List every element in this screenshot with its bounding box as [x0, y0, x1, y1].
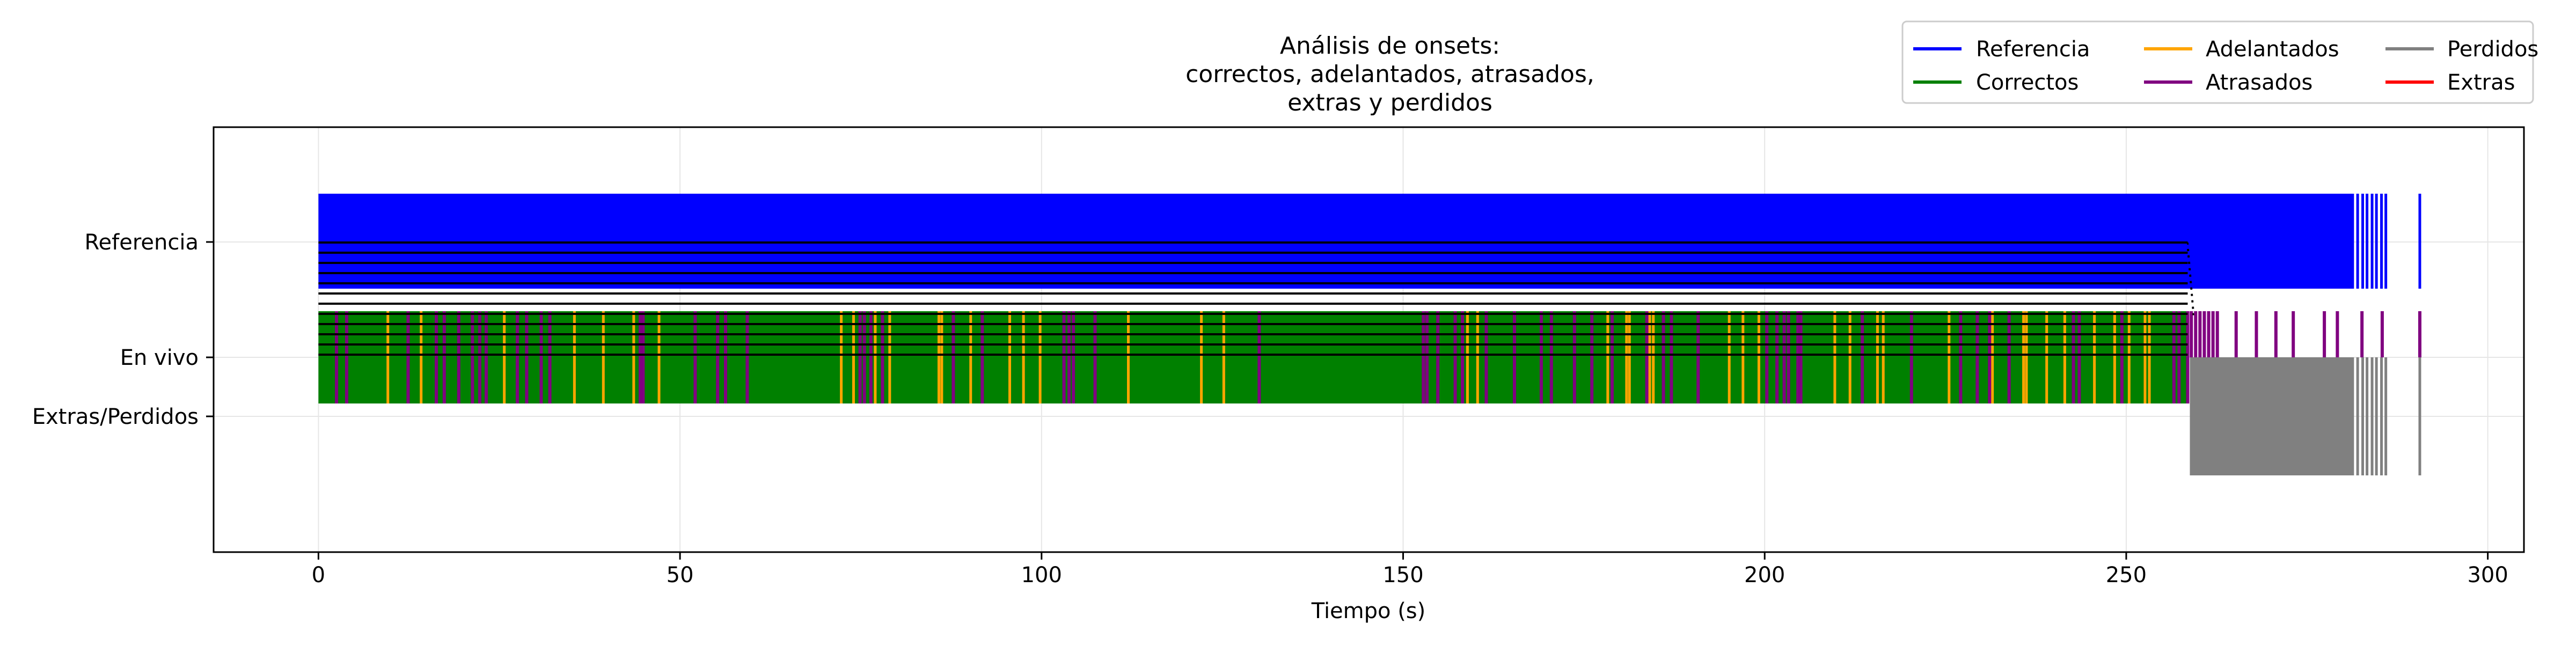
legend-label-adelantados: Adelantados: [2206, 37, 2339, 62]
legend: Referencia Correctos Adelantados Atrasad…: [1901, 20, 2538, 104]
x-tick-label: 50: [667, 563, 694, 588]
referencia-onset-band: [318, 194, 2354, 289]
legend-item-atrasados: Atrasados: [2144, 70, 2312, 95]
legend-label-atrasados: Atrasados: [2206, 70, 2312, 95]
x-tick-label: 0: [312, 563, 325, 588]
chart-title-line-1: Análisis de onsets:: [1280, 32, 1500, 60]
connector-line-dotted: [2186, 248, 2194, 317]
legend-item-correctos: Correctos: [1913, 70, 2079, 95]
x-tick-label: 100: [1021, 563, 1062, 588]
axes-layer: 0 50 100 150 200 250 300 Referencia En vivo Extra…: [32, 230, 2508, 588]
x-tick-label: 150: [1382, 563, 1423, 588]
legend-item-adelantados: Adelantados: [2144, 37, 2339, 62]
y-tick-label: Extras/Perdidos: [32, 405, 199, 429]
legend-label-perdidos: Perdidos: [2447, 37, 2538, 62]
legend-label-correctos: Correctos: [1976, 70, 2079, 95]
legend-item-perdidos: Perdidos: [2385, 37, 2538, 62]
y-tick-label: Referencia: [85, 230, 199, 255]
legend-label-extras: Extras: [2447, 70, 2515, 95]
legend-label-referencia: Referencia: [1976, 37, 2090, 62]
y-tick-label: En vivo: [120, 346, 199, 370]
legend-item-extras: Extras: [2385, 70, 2515, 95]
data-layer: [318, 194, 2421, 475]
x-axis-label: Tiempo (s): [1311, 599, 1426, 623]
chart-title-line-3: extras y perdidos: [1287, 89, 1492, 116]
legend-item-referencia: Referencia: [1913, 37, 2090, 62]
legend-frame: [1901, 20, 2534, 104]
x-tick-label: 250: [2106, 563, 2147, 588]
chart-title: Análisis de onsets: correctos, adelantad…: [1185, 32, 1594, 116]
perdidos-onset-band: [2190, 357, 2354, 475]
x-tick-label: 200: [1744, 563, 1785, 588]
chart-title-line-2: correctos, adelantados, atrasados,: [1185, 61, 1594, 88]
plot-frame: [213, 126, 2525, 553]
x-tick-label: 300: [2467, 563, 2508, 588]
